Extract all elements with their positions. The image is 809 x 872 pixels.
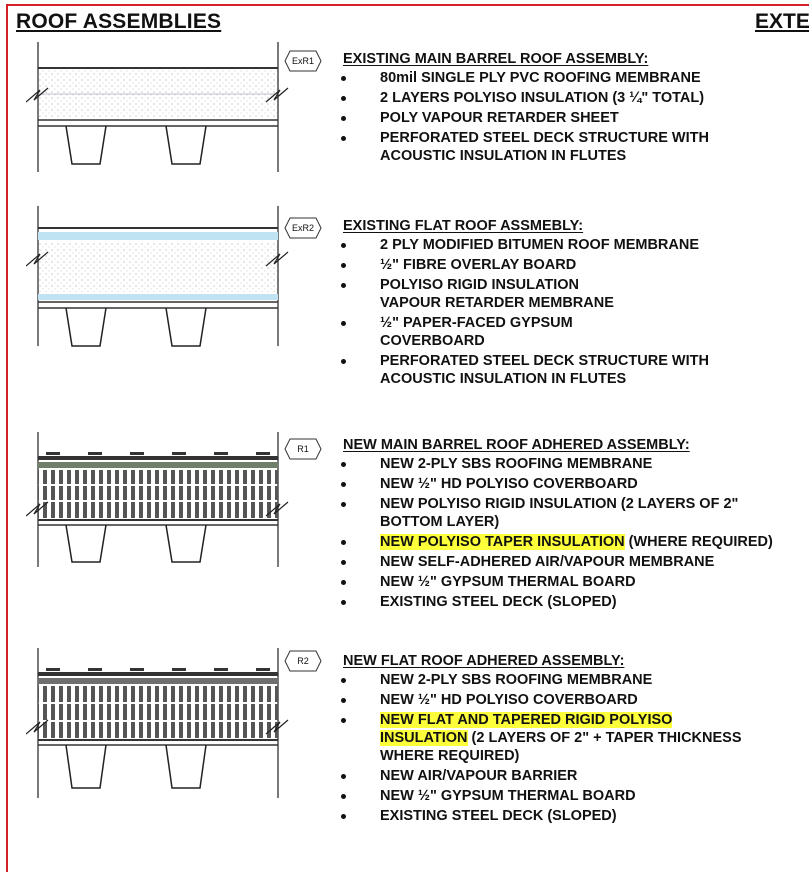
section-detail-r2	[26, 648, 289, 798]
sheet-border	[6, 4, 809, 872]
list-item: 80mil SINGLE PLY PVC ROOFING MEMBRANE	[340, 69, 800, 87]
section-detail-r1	[26, 432, 289, 567]
assembly-title: NEW MAIN BARREL ROOF ADHERED ASSEMBLY:	[343, 437, 690, 453]
tag-r2: R2	[284, 650, 322, 672]
list-item: NEW SELF-ADHERED AIR/VAPOUR MEMBRANE	[340, 553, 809, 571]
section-detail-exr1	[26, 42, 289, 172]
list-item: PERFORATED STEEL DECK STRUCTURE WITH ACO…	[340, 129, 780, 165]
list-item: NEW POLYISO TAPER INSULATION (WHERE REQU…	[340, 533, 780, 551]
list-item: NEW ½" GYPSUM THERMAL BOARD	[340, 787, 800, 805]
list-item: PERFORATED STEEL DECK STRUCTURE WITH ACO…	[340, 352, 780, 388]
list-item: NEW ½" GYPSUM THERMAL BOARD	[340, 573, 800, 591]
assembly-items: NEW 2-PLY SBS ROOFING MEMBRANE NEW ½" HD…	[340, 671, 800, 827]
list-item: NEW ½" HD POLYISO COVERBOARD	[340, 691, 800, 709]
list-item: POLYISO RIGID INSULATION VAPOUR RETARDER …	[340, 276, 800, 312]
list-item: 2 PLY MODIFIED BITUMEN ROOF MEMBRANE	[340, 236, 720, 254]
tag-exr1: ExR1	[284, 50, 322, 72]
list-item: NEW ½" HD POLYISO COVERBOARD	[340, 475, 800, 493]
assembly-items: 2 PLY MODIFIED BITUMEN ROOF MEMBRANE ½" …	[340, 236, 800, 390]
assembly-items: 80mil SINGLE PLY PVC ROOFING MEMBRANE 2 …	[340, 69, 800, 167]
list-item: NEW FLAT AND TAPERED RIGID POLYISO INSUL…	[340, 711, 760, 765]
assembly-items: NEW 2-PLY SBS ROOFING MEMBRANE NEW ½" HD…	[340, 455, 809, 613]
list-item: ½" PAPER-FACED GYPSUM COVERBOARD	[340, 314, 680, 350]
tag-r1: R1	[284, 438, 322, 460]
sheet-title: ROOF ASSEMBLIES	[16, 10, 222, 33]
section-detail-exr2	[26, 206, 289, 347]
list-item: NEW AIR/VAPOUR BARRIER	[340, 767, 800, 785]
list-item: POLY VAPOUR RETARDER SHEET	[340, 109, 800, 127]
list-item: EXISTING STEEL DECK (SLOPED)	[340, 807, 800, 825]
list-item: 2 LAYERS POLYISO INSULATION (3 ¼" TOTAL)	[340, 89, 800, 107]
list-item: NEW POLYISO RIGID INSULATION (2 LAYERS O…	[340, 495, 790, 531]
tag-exr2: ExR2	[284, 217, 322, 239]
highlighted-text: NEW POLYISO TAPER INSULATION	[380, 534, 625, 550]
sheet-title-right-cut: EXTE	[755, 10, 809, 33]
assembly-title: EXISTING MAIN BARREL ROOF ASSEMBLY:	[343, 51, 649, 67]
list-item: NEW 2-PLY SBS ROOFING MEMBRANE	[340, 455, 800, 473]
list-item: EXISTING STEEL DECK (SLOPED)	[340, 593, 800, 611]
assembly-title: NEW FLAT ROOF ADHERED ASSEMBLY:	[343, 653, 625, 669]
assembly-title: EXISTING FLAT ROOF ASSMEBLY:	[343, 218, 584, 234]
list-item: NEW 2-PLY SBS ROOFING MEMBRANE	[340, 671, 800, 689]
list-item: ½" FIBRE OVERLAY BOARD	[340, 256, 800, 274]
